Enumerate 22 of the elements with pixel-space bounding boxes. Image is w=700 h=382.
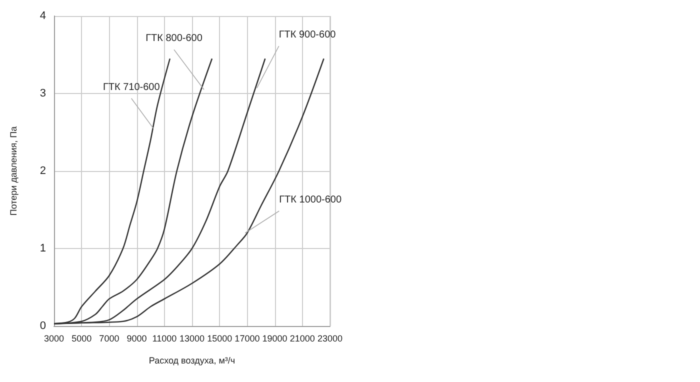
- x-tick-label: 23000: [317, 334, 343, 344]
- annotation: ГТК 800-600: [146, 33, 203, 44]
- annotation: ГТК 900-600: [278, 30, 336, 41]
- y-axis-title: Потери давления, Па: [8, 126, 18, 216]
- x-tick-label: 19000: [262, 334, 288, 344]
- y-tick-label: 3: [40, 88, 46, 100]
- x-tick-label: 17000: [234, 334, 260, 344]
- x-tick-label: 15000: [207, 334, 232, 344]
- x-tick-label: 7000: [99, 334, 120, 344]
- x-tick-label: 21000: [290, 334, 315, 344]
- annotation: ГТК 710-600: [102, 82, 160, 93]
- x-tick-label: 5000: [72, 334, 92, 344]
- x-axis-title: Расход воздуха, м³/ч: [148, 356, 236, 366]
- x-tick-label: 11000: [152, 334, 177, 344]
- y-tick-label: 0: [40, 320, 46, 332]
- y-tick-label: 4: [40, 10, 46, 22]
- x-tick-label: 3000: [44, 334, 64, 344]
- x-tick-label: 13000: [179, 334, 205, 344]
- y-tick-label: 2: [40, 165, 46, 177]
- y-tick-label: 1: [40, 242, 46, 254]
- x-tick-label: 9000: [126, 334, 147, 344]
- annotation: ГТК 1000-600: [279, 194, 342, 206]
